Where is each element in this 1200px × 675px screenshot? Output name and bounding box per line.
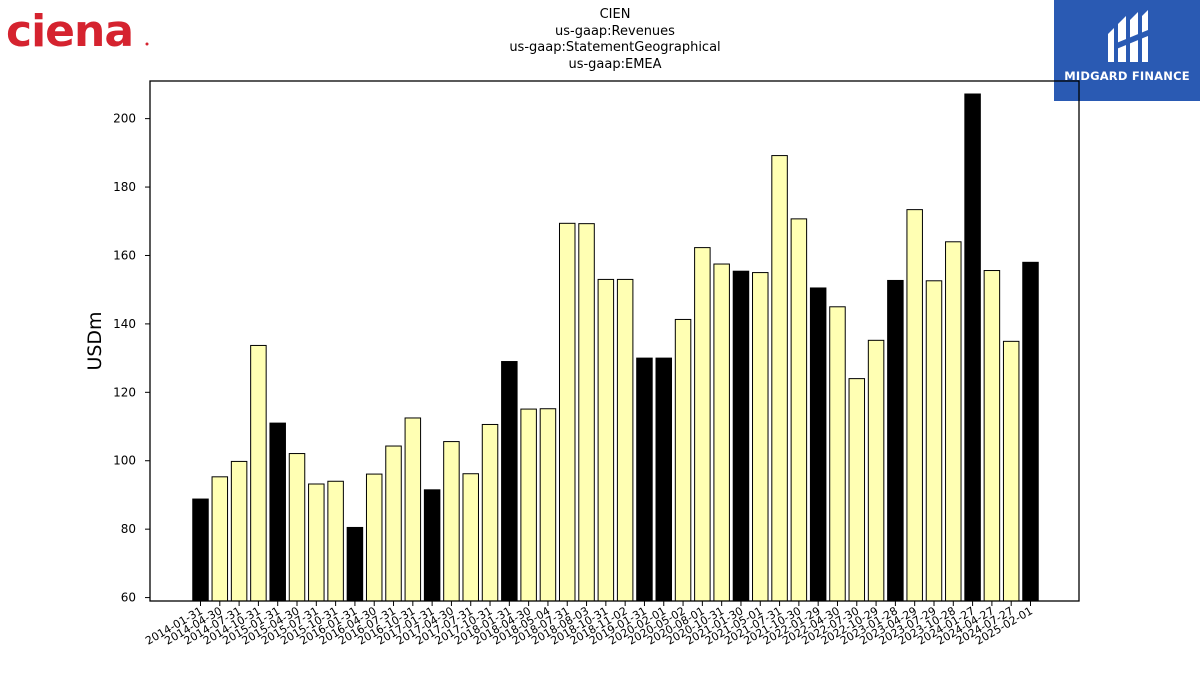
bar-2020-08-01	[694, 247, 711, 602]
chart-title: CIEN us-gaap:Revenues us-gaap:StatementG…	[415, 7, 815, 73]
bar-2022-07-30	[848, 378, 866, 602]
chart-title-line-4: us-gaap:EMEA	[568, 56, 662, 72]
bar-2019-01-31	[636, 357, 653, 602]
y-tick-label: 60	[121, 591, 136, 605]
midgard-mark-icon	[1108, 10, 1148, 62]
bar-2023-04-29	[906, 209, 923, 602]
bar-2015-10-31	[327, 480, 344, 602]
bar-2014-04-30	[211, 476, 229, 602]
bar-2023-10-28	[945, 241, 962, 602]
bar-2017-04-30	[443, 441, 460, 602]
midgard-finance-wordmark: MIDGARD FINANCE	[1064, 69, 1190, 83]
y-tick-label: 120	[113, 385, 136, 399]
bars-group	[192, 93, 1039, 602]
y-tick-label: 180	[113, 180, 136, 194]
bar-2024-07-27	[1002, 340, 1020, 602]
ciena-logo: ciena	[6, 6, 149, 54]
bar-2014-10-31	[250, 344, 267, 602]
bar-2024-01-27	[964, 93, 981, 602]
bar-2018-01-31	[501, 361, 518, 602]
y-axis: 60 80 100 120 140 160 180 200	[113, 112, 150, 605]
bar-2018-08-03	[578, 223, 595, 602]
bar-2016-04-30	[365, 473, 383, 602]
bar-2021-10-30	[790, 218, 808, 602]
bar-2018-10-31	[597, 278, 615, 602]
bar-2022-10-29	[867, 339, 885, 602]
bar-2020-02-01	[655, 357, 673, 602]
y-axis-label: USDm	[84, 311, 106, 370]
bar-2020-05-02	[674, 318, 692, 602]
bar-2020-10-31	[713, 263, 730, 602]
y-tick-label: 160	[113, 248, 136, 262]
bar-2024-04-27	[983, 270, 1001, 602]
bar-2018-07-31	[558, 222, 576, 602]
bar-2014-07-31	[230, 460, 248, 602]
plot-frame	[149, 80, 1080, 602]
bar-2021-07-31	[771, 155, 788, 602]
bar-2017-10-31	[481, 423, 499, 602]
y-tick-label: 140	[113, 317, 136, 331]
bar-2021-01-30	[732, 270, 750, 602]
bar-2022-04-30	[829, 306, 846, 602]
bar-2017-07-31	[462, 473, 479, 602]
bar-2022-01-29	[809, 287, 827, 602]
chart-title-line-3: us-gaap:StatementGeographical	[509, 40, 721, 55]
bar-2015-01-31	[269, 422, 286, 602]
y-tick-label: 100	[113, 454, 136, 468]
bar-2023-01-28	[887, 279, 904, 602]
bar-2014-01-31	[192, 498, 209, 602]
bar-2016-01-31	[346, 526, 364, 602]
bar-2016-10-31	[404, 417, 422, 602]
chart-title-line-2: us-gaap:Revenues	[555, 23, 675, 39]
bar-2018-04-30	[520, 408, 537, 602]
bar-2025-02-01	[1022, 261, 1039, 602]
bar-2023-07-29	[925, 280, 943, 602]
chart-title-line-1: CIEN	[599, 7, 631, 22]
svg-text:ciena: ciena	[6, 6, 133, 54]
midgard-finance-logo: MIDGARD FINANCE	[1054, 0, 1200, 101]
bar-2015-07-31	[308, 483, 325, 602]
bar-2016-07-31	[385, 445, 402, 602]
bar-2017-01-31	[423, 489, 441, 602]
bar-2018-11-02	[616, 278, 634, 602]
bar-2018-05-04	[539, 408, 557, 602]
y-tick-label: 80	[121, 522, 136, 536]
y-tick-label: 200	[113, 112, 136, 126]
bar-2021-05-01	[752, 272, 769, 602]
bar-2015-04-30	[288, 453, 306, 602]
x-axis: 2014-01-312014-04-302014-07-312014-10-31…	[143, 601, 1035, 648]
